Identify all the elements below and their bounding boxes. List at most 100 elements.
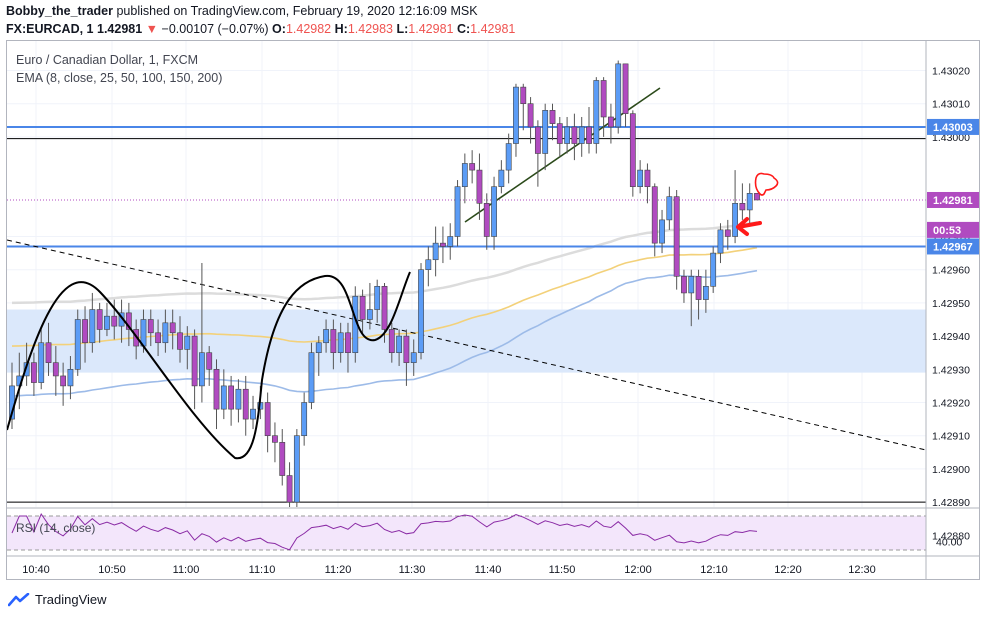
candle bbox=[681, 269, 687, 303]
candle bbox=[695, 269, 702, 320]
candle-body bbox=[366, 309, 373, 320]
candle-body bbox=[702, 285, 709, 300]
candle bbox=[82, 306, 88, 363]
candle-body bbox=[717, 229, 724, 254]
candle-body bbox=[60, 375, 67, 387]
candle bbox=[527, 97, 534, 144]
candle bbox=[184, 326, 191, 370]
candle-body bbox=[191, 335, 198, 387]
plot-area bbox=[7, 41, 926, 507]
candle bbox=[374, 279, 381, 323]
candle bbox=[38, 329, 45, 390]
x-tick-label: 11:10 bbox=[249, 564, 276, 576]
dashed-trendline bbox=[7, 239, 926, 451]
candle bbox=[754, 193, 760, 201]
x-tick-label: 12:30 bbox=[848, 564, 876, 576]
price-tag-text: 00:53 bbox=[933, 225, 961, 237]
candle bbox=[323, 319, 329, 353]
chart-title: Euro / Canadian Dollar, 1, FXCM bbox=[16, 53, 199, 67]
price-change: −0.00107 (−0.07%) bbox=[161, 22, 269, 36]
candle-body bbox=[410, 352, 417, 363]
author-name[interactable]: Bobby_the_trader bbox=[6, 4, 113, 18]
candle-body bbox=[739, 203, 746, 211]
rsi-legend[interactable]: RSI (14, close) bbox=[16, 521, 96, 535]
candle bbox=[556, 116, 563, 157]
candle-body bbox=[184, 335, 191, 350]
y-tick-label: 1.43020 bbox=[932, 66, 970, 78]
candle bbox=[264, 392, 271, 453]
candle-body bbox=[695, 276, 702, 300]
candle-body bbox=[600, 80, 607, 118]
publish-info: published on TradingView.com, February 1… bbox=[112, 4, 478, 18]
candle bbox=[564, 116, 570, 154]
footer-brand[interactable]: TradingView bbox=[8, 592, 107, 607]
candle bbox=[600, 77, 607, 137]
red-arrow-icon bbox=[736, 217, 762, 236]
drawn-curve bbox=[7, 271, 411, 460]
price-tag: 1.42967 bbox=[927, 238, 979, 255]
candle bbox=[67, 356, 74, 400]
candle-body bbox=[242, 388, 249, 420]
ema-100-line bbox=[11, 269, 758, 397]
candle-body bbox=[461, 163, 468, 188]
candle-body bbox=[571, 126, 578, 144]
candle-body bbox=[345, 332, 351, 353]
candle-body bbox=[710, 252, 717, 287]
candle-body bbox=[418, 269, 424, 354]
candle-body bbox=[286, 475, 293, 503]
price-tag-text: 1.42967 bbox=[933, 241, 973, 253]
candle-body bbox=[681, 276, 687, 294]
candle bbox=[571, 113, 578, 161]
candle bbox=[228, 375, 235, 426]
candle-body bbox=[67, 368, 74, 387]
candle-body bbox=[724, 229, 731, 237]
last-price: 1.42981 bbox=[97, 22, 143, 36]
candle-body bbox=[301, 402, 308, 437]
candle-body bbox=[89, 309, 96, 344]
candle-body bbox=[644, 169, 651, 188]
candle bbox=[666, 186, 673, 230]
x-tick-label: 11:30 bbox=[399, 564, 426, 576]
candle-body bbox=[235, 388, 242, 410]
candle bbox=[199, 263, 205, 403]
candle bbox=[177, 316, 183, 363]
y-tick-label: 1.42920 bbox=[932, 398, 970, 410]
candle-body bbox=[169, 322, 176, 334]
candle-body bbox=[250, 408, 256, 420]
y-tick-label: 1.42940 bbox=[932, 331, 970, 343]
candle bbox=[308, 342, 315, 410]
candle-body bbox=[323, 329, 329, 344]
candle bbox=[45, 322, 52, 376]
x-tick-label: 11:40 bbox=[475, 564, 502, 576]
candle-body bbox=[622, 63, 629, 114]
candle-body bbox=[754, 193, 760, 201]
candle-body bbox=[673, 196, 680, 277]
candle bbox=[96, 302, 103, 343]
candle-body bbox=[593, 80, 600, 144]
price-tag: 1.42981 bbox=[927, 191, 979, 208]
candle-body bbox=[38, 342, 45, 383]
candle-body bbox=[476, 169, 483, 204]
candle bbox=[593, 77, 600, 154]
candle bbox=[345, 322, 351, 373]
candle-body bbox=[381, 285, 388, 330]
down-arrow-icon: ▼ bbox=[145, 22, 159, 36]
x-tick-label: 12:20 bbox=[774, 564, 802, 576]
candle bbox=[491, 176, 497, 250]
candle-body bbox=[45, 342, 52, 363]
candle bbox=[147, 309, 154, 347]
candle bbox=[586, 107, 592, 154]
candle bbox=[286, 462, 293, 507]
candle bbox=[461, 153, 468, 204]
candle bbox=[403, 329, 410, 386]
rsi-band bbox=[7, 516, 926, 550]
candle-body bbox=[359, 295, 366, 320]
candle-body bbox=[447, 236, 454, 247]
y-tick-label: 1.42900 bbox=[932, 464, 970, 476]
publish-line: Bobby_the_trader published on TradingVie… bbox=[6, 4, 478, 18]
price-tag-bg bbox=[927, 118, 979, 135]
candle-body bbox=[425, 259, 432, 270]
candle-body bbox=[396, 335, 403, 354]
ema-legend[interactable]: EMA (8, close, 25, 50, 100, 150, 200) bbox=[16, 71, 223, 85]
